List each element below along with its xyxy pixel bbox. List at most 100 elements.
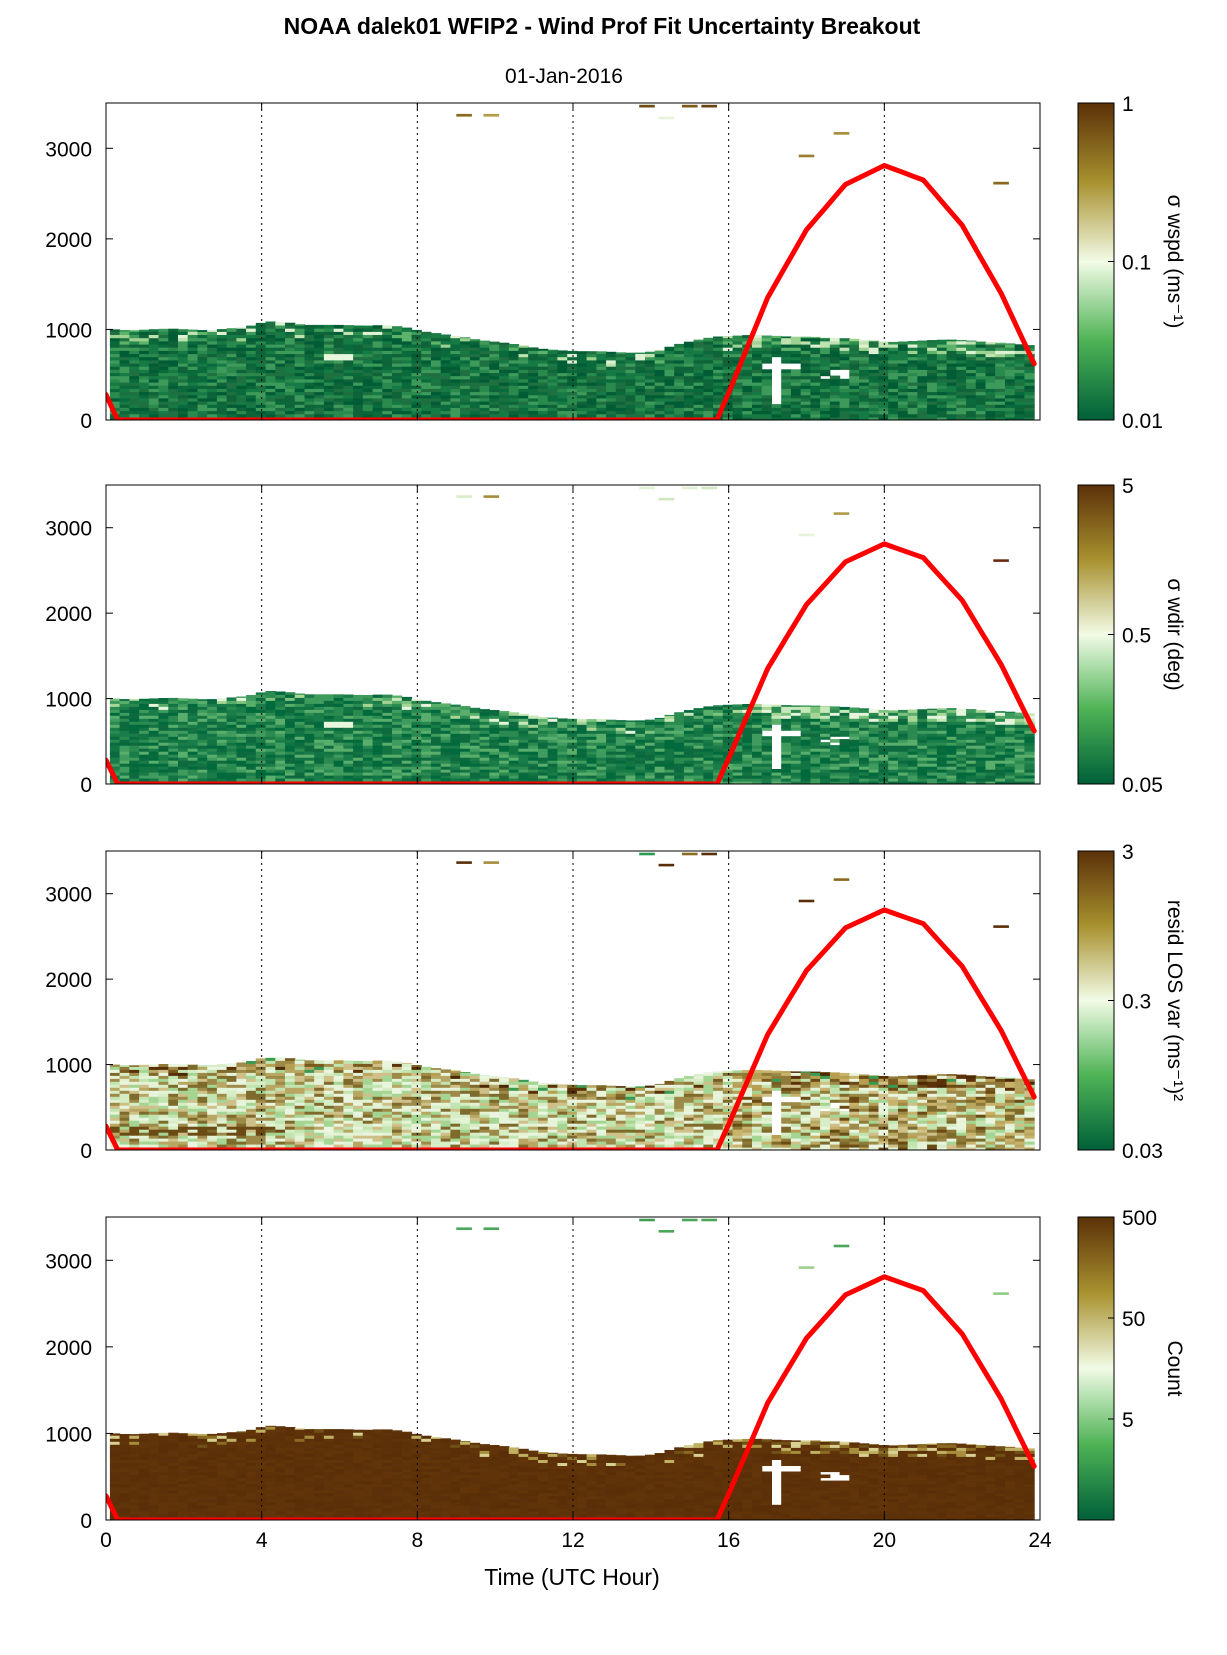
heatmap-cell [528, 742, 539, 746]
heatmap-cell [411, 778, 422, 782]
heatmap-cell [742, 781, 753, 784]
heatmap-cell [197, 331, 208, 335]
heatmap-cell [246, 730, 257, 734]
heatmap-cell [421, 353, 432, 358]
heatmap-cell [800, 705, 811, 707]
heatmap-cell [586, 394, 597, 399]
heatmap-cell [576, 751, 588, 755]
heatmap-cell [440, 706, 451, 710]
heatmap-cell [898, 742, 909, 746]
heatmap-cell [187, 329, 198, 332]
heatmap-cell [392, 748, 403, 752]
heatmap-cell [654, 401, 665, 405]
heatmap-cell [158, 778, 169, 782]
heatmap-cell [936, 407, 948, 412]
heatmap-cell [411, 359, 422, 364]
heatmap-cell [255, 356, 267, 361]
heatmap-cell [654, 757, 665, 761]
heatmap-cell [255, 328, 267, 332]
heatmap-cell [139, 751, 150, 755]
heatmap-cell [936, 751, 948, 755]
heatmap-cell [314, 366, 325, 370]
heatmap-cell [907, 397, 918, 402]
scatter-bin [658, 116, 675, 120]
heatmap-cell [771, 769, 782, 773]
heatmap-cell [353, 413, 364, 418]
heatmap-cell [216, 340, 228, 345]
heatmap-cell [460, 760, 471, 764]
heatmap-cell [946, 766, 957, 770]
heatmap-cell [907, 736, 918, 740]
heatmap-cell [119, 742, 130, 746]
heatmap-cell [713, 715, 724, 719]
heatmap-cell [362, 366, 374, 370]
heatmap-cell [820, 359, 831, 364]
heatmap-cell [713, 705, 724, 707]
heatmap-cell [936, 772, 948, 776]
heatmap-cell [781, 754, 792, 758]
heatmap-cell [898, 721, 909, 725]
heatmap-cell [956, 343, 967, 348]
heatmap-cell [820, 748, 831, 752]
heatmap-cell [849, 748, 860, 752]
heatmap-cell [499, 359, 510, 364]
heatmap-cell [713, 404, 724, 408]
heatmap-cell [314, 733, 325, 737]
heatmap-cell [567, 356, 578, 361]
heatmap-cell [518, 397, 529, 402]
heatmap-cell [888, 757, 899, 761]
heatmap-cell [995, 727, 1006, 731]
heatmap-cell [109, 721, 121, 725]
heatmap-cell [178, 748, 189, 752]
heatmap-cell [713, 394, 724, 399]
heatmap-cell [265, 347, 276, 351]
heatmap-cell [722, 715, 734, 719]
heatmap-cell [216, 739, 228, 743]
heatmap-cell [518, 713, 529, 716]
heatmap-cell [547, 763, 558, 767]
heatmap-cell [790, 705, 802, 707]
heatmap-cell [878, 760, 889, 764]
heatmap-cell [343, 706, 354, 710]
heatmap-cell [576, 391, 588, 396]
heatmap-cell [557, 760, 568, 764]
heatmap-cell [421, 378, 432, 383]
heatmap-cell [557, 382, 568, 386]
heatmap-cell [304, 763, 315, 767]
heatmap-cell [557, 769, 568, 773]
heatmap-cell [353, 372, 364, 377]
heatmap-cell [888, 730, 899, 734]
heatmap-cell [645, 754, 656, 758]
heatmap-cell [927, 359, 938, 364]
heatmap-cell [771, 715, 782, 719]
heatmap-cell [382, 353, 393, 358]
heatmap-cell [323, 724, 335, 728]
heatmap-cell [226, 401, 237, 405]
heatmap-cell [236, 334, 247, 339]
heatmap-cell [907, 343, 918, 348]
heatmap-cell [917, 745, 928, 749]
heatmap-cell [353, 356, 364, 361]
heatmap-cell [615, 382, 627, 386]
heatmap-cell [683, 366, 695, 370]
heatmap-cell [158, 754, 169, 758]
heatmap-cell [829, 730, 841, 734]
heatmap-cell [431, 715, 442, 719]
heatmap-cell [683, 343, 695, 348]
heatmap-cell [440, 397, 451, 402]
heatmap-cell [285, 730, 296, 734]
heatmap-cell [450, 391, 461, 396]
heatmap-cell [654, 388, 665, 393]
heatmap-cell [168, 385, 179, 389]
heatmap-cell [109, 394, 121, 399]
heatmap-cell [129, 699, 140, 701]
heatmap-cell [654, 349, 665, 351]
heatmap-cell [382, 745, 393, 749]
heatmap-cell [528, 736, 539, 740]
heatmap-cell [119, 754, 130, 758]
heatmap-cell [1024, 410, 1035, 415]
heatmap-cell [547, 397, 558, 402]
heatmap-cell [431, 413, 442, 418]
heatmap-cell [372, 775, 383, 779]
